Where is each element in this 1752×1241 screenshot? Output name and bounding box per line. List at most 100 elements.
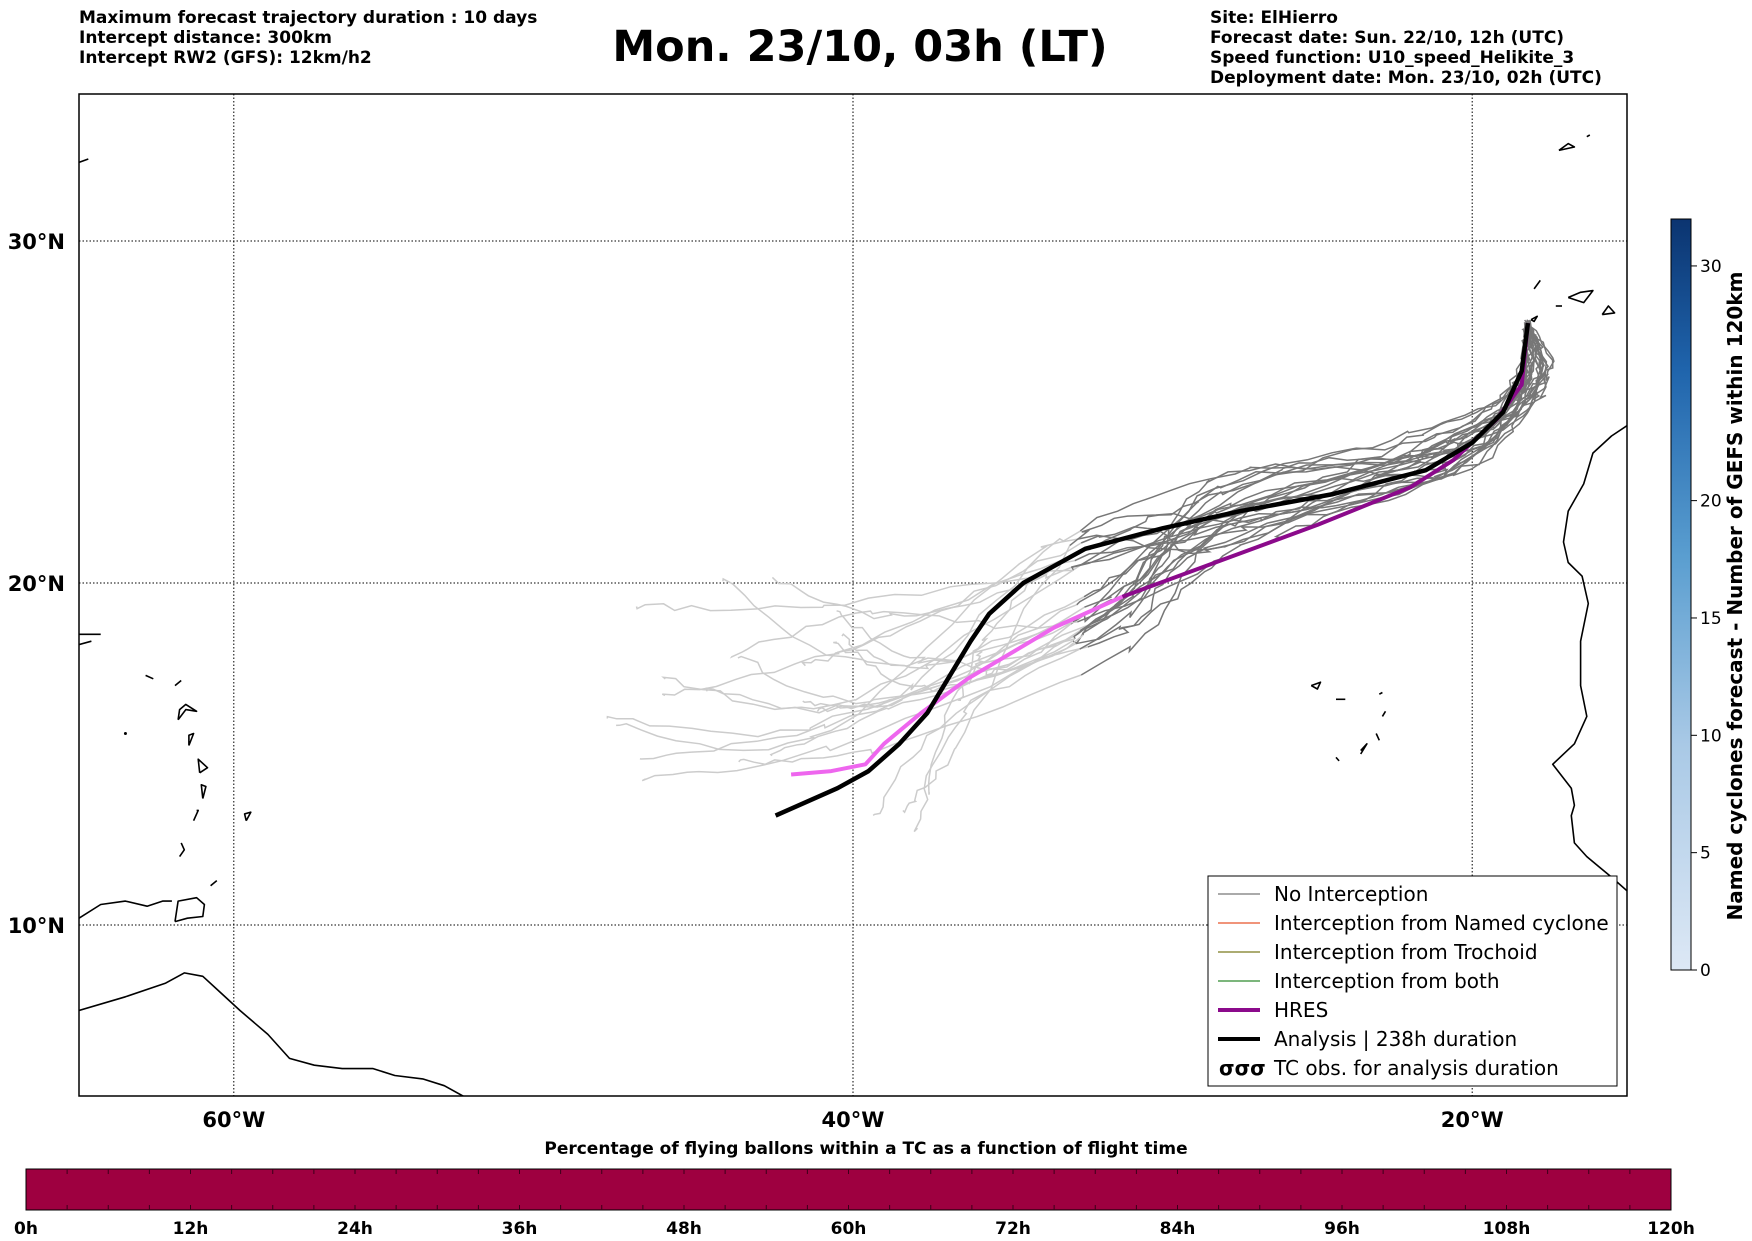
legend-label: Interception from Trochoid: [1274, 940, 1538, 964]
x-tick-labels: 60°W 40°W 20°W: [202, 1108, 1503, 1132]
ensemble-trajectory-late: [729, 610, 1078, 659]
ensemble-trajectory-late: [722, 577, 1085, 667]
coastline: [1335, 756, 1340, 762]
ensemble-trajectory: [1076, 321, 1550, 606]
ensemble-trajectory: [1074, 320, 1543, 562]
header-left-line: Maximum forecast trajectory duration : 1…: [79, 8, 538, 28]
ensemble-trajectory-late: [737, 643, 1076, 705]
header-right-line: Forecast date: Sun. 22/10, 12h (UTC): [1210, 28, 1565, 48]
legend: No Interception Interception from Named c…: [1207, 875, 1618, 1087]
bottom-bar-tick-label: 96h: [1324, 1219, 1360, 1239]
bottom-colorbar: Percentage of flying ballons within a TC…: [14, 1139, 1695, 1239]
colorbar-tick-label: 5: [1700, 844, 1711, 864]
bottom-bar-title: Percentage of flying ballons within a TC…: [544, 1139, 1187, 1159]
coastline: [1533, 279, 1541, 290]
bottom-bar-tick-label: 0h: [14, 1219, 38, 1239]
legend-box: [1207, 875, 1618, 1087]
gridlines: [79, 94, 1627, 1096]
coastline: [174, 896, 206, 923]
coastline: [210, 879, 218, 887]
coastline: [79, 640, 92, 646]
map-frame: [78, 93, 1628, 1097]
ensemble-trajectory-late: [705, 564, 1082, 710]
coastline: [243, 811, 252, 822]
legend-label: No Interception: [1274, 882, 1428, 906]
legend-label: Interception from Named cyclone: [1274, 911, 1609, 935]
header-right-line: Site: ElHierro: [1210, 8, 1338, 28]
coastline: [1375, 733, 1381, 741]
bottom-bar-tick-label: 120h: [1647, 1219, 1695, 1239]
legend-label: TC obs. for analysis duration: [1273, 1056, 1559, 1080]
ensemble-trajectory-late: [606, 606, 1085, 738]
ensemble-trajectory-late: [872, 633, 1078, 816]
legend-label: Analysis | 238h duration: [1274, 1027, 1517, 1051]
ensemble-trajectory: [1073, 325, 1532, 640]
ensemble-trajectory-late: [772, 566, 1072, 620]
header-left-line: Intercept RW2 (GFS): 12km/h2: [79, 48, 372, 68]
coastlines: [79, 134, 1627, 1096]
x-tick-label: 60°W: [202, 1108, 265, 1132]
colorbar-tick-label: 20: [1700, 492, 1722, 512]
bottom-bar-tick-label: 72h: [995, 1219, 1031, 1239]
y-tick-label: 20°N: [8, 572, 65, 596]
header-right-line: Deployment date: Mon. 23/10, 02h (UTC): [1210, 68, 1602, 88]
coastline: [177, 703, 198, 721]
ensemble-trajectory: [1086, 319, 1554, 551]
bottom-bar-tick-label: 84h: [1160, 1219, 1196, 1239]
coastline: [1360, 743, 1368, 755]
y-tick-labels: 10°N 20°N 30°N: [8, 230, 65, 938]
ensemble-trajectory-late: [738, 674, 1082, 766]
hres-trajectory: [1121, 322, 1530, 599]
coastline: [1601, 305, 1616, 316]
bottom-bar: [25, 1168, 1672, 1211]
ensemble-trajectory-late: [661, 638, 1076, 714]
colorbar-tick-label: 0: [1700, 961, 1711, 981]
ensemble-trajectory-late: [635, 569, 1074, 612]
y-tick-label: 30°N: [8, 230, 65, 254]
legend-symbol-tc: σσσ: [1219, 1056, 1266, 1080]
map-area: [78, 93, 1628, 1097]
analysis-trajectory: [774, 322, 1531, 818]
coastline: [200, 784, 207, 799]
header-left-line: Intercept distance: 300km: [79, 28, 332, 48]
ensemble-trajectories: [606, 319, 1555, 833]
bottom-bar-tick-label: 12h: [173, 1219, 209, 1239]
colorbar-tick-label: 10: [1700, 726, 1722, 746]
bottom-bar-tick-label: 36h: [502, 1219, 538, 1239]
ensemble-trajectory-late: [913, 648, 1081, 833]
colorbar: 0 5 10 15 20 30 Named cyclones forecast - Num…: [1670, 218, 1747, 981]
hres-trajectory-late: [790, 594, 1124, 777]
coastline: [1381, 710, 1387, 717]
colorbar-tick-label: 30: [1700, 257, 1722, 277]
x-tick-label: 20°W: [1441, 1108, 1504, 1132]
coastline: [1558, 142, 1576, 152]
x-tick-label: 40°W: [822, 1108, 885, 1132]
colorbar-gradient: [1670, 218, 1692, 971]
coastline: [1378, 691, 1383, 695]
ensemble-trajectory-late: [616, 538, 1078, 752]
coastline: [174, 679, 182, 687]
coastline: [1586, 134, 1591, 138]
ensemble-trajectory-late: [816, 530, 1081, 713]
ensemble-trajectory-late: [641, 634, 1084, 782]
colorbar-label: Named cyclones forecast - Number of GEFS…: [1723, 272, 1747, 921]
y-tick-label: 10°N: [8, 914, 65, 938]
legend-label: HRES: [1274, 998, 1328, 1022]
legend-label: Interception from both: [1274, 969, 1500, 993]
bottom-bar-tick-label: 108h: [1483, 1219, 1531, 1239]
coastline: [197, 758, 209, 774]
ensemble-trajectory: [1088, 322, 1535, 626]
coastline: [79, 900, 172, 919]
coastline: [1567, 289, 1594, 304]
bottom-bar-tick-label: 24h: [337, 1219, 373, 1239]
ensemble-trajectory-late: [927, 621, 1074, 795]
ensemble-trajectory: [1077, 325, 1544, 623]
coastline: [79, 158, 89, 164]
chart-title: Mon. 23/10, 03h (LT): [612, 22, 1108, 72]
ensemble-trajectory-late: [661, 548, 1088, 697]
header-left: Maximum forecast trajectory duration : 1…: [79, 8, 537, 68]
ensemble-trajectory: [1079, 321, 1548, 650]
header-right-line: Speed function: U10_speed_Helikite_3: [1210, 48, 1575, 68]
coastline: [178, 842, 186, 858]
